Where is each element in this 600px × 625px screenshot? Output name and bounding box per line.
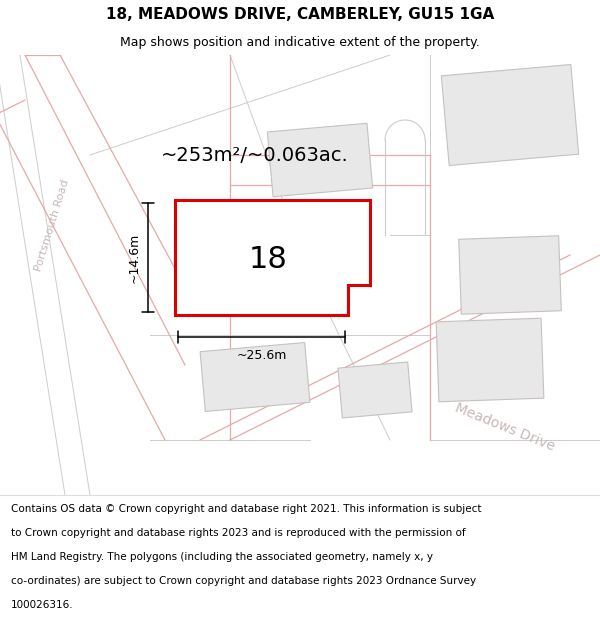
Text: HM Land Registry. The polygons (including the associated geometry, namely x, y: HM Land Registry. The polygons (includin… [11, 552, 433, 562]
Text: co-ordinates) are subject to Crown copyright and database rights 2023 Ordnance S: co-ordinates) are subject to Crown copyr… [11, 576, 476, 586]
Text: ~25.6m: ~25.6m [236, 349, 287, 362]
Polygon shape [436, 318, 544, 402]
Text: to Crown copyright and database rights 2023 and is reproduced with the permissio: to Crown copyright and database rights 2… [11, 528, 466, 538]
Text: 18, MEADOWS DRIVE, CAMBERLEY, GU15 1GA: 18, MEADOWS DRIVE, CAMBERLEY, GU15 1GA [106, 8, 494, 22]
Polygon shape [200, 342, 310, 411]
Text: Portsmouth Road: Portsmouth Road [33, 178, 71, 272]
Text: Map shows position and indicative extent of the property.: Map shows position and indicative extent… [120, 36, 480, 49]
Text: ~253m²/~0.063ac.: ~253m²/~0.063ac. [161, 146, 349, 165]
Text: Meadows Drive: Meadows Drive [453, 401, 557, 454]
Polygon shape [338, 362, 412, 418]
Text: 18: 18 [248, 246, 287, 274]
Polygon shape [175, 200, 370, 315]
Text: 100026316.: 100026316. [11, 600, 73, 610]
Polygon shape [268, 123, 373, 197]
Polygon shape [459, 236, 561, 314]
Text: Contains OS data © Crown copyright and database right 2021. This information is : Contains OS data © Crown copyright and d… [11, 504, 481, 514]
Text: ~14.6m: ~14.6m [128, 232, 141, 282]
Polygon shape [442, 64, 578, 166]
